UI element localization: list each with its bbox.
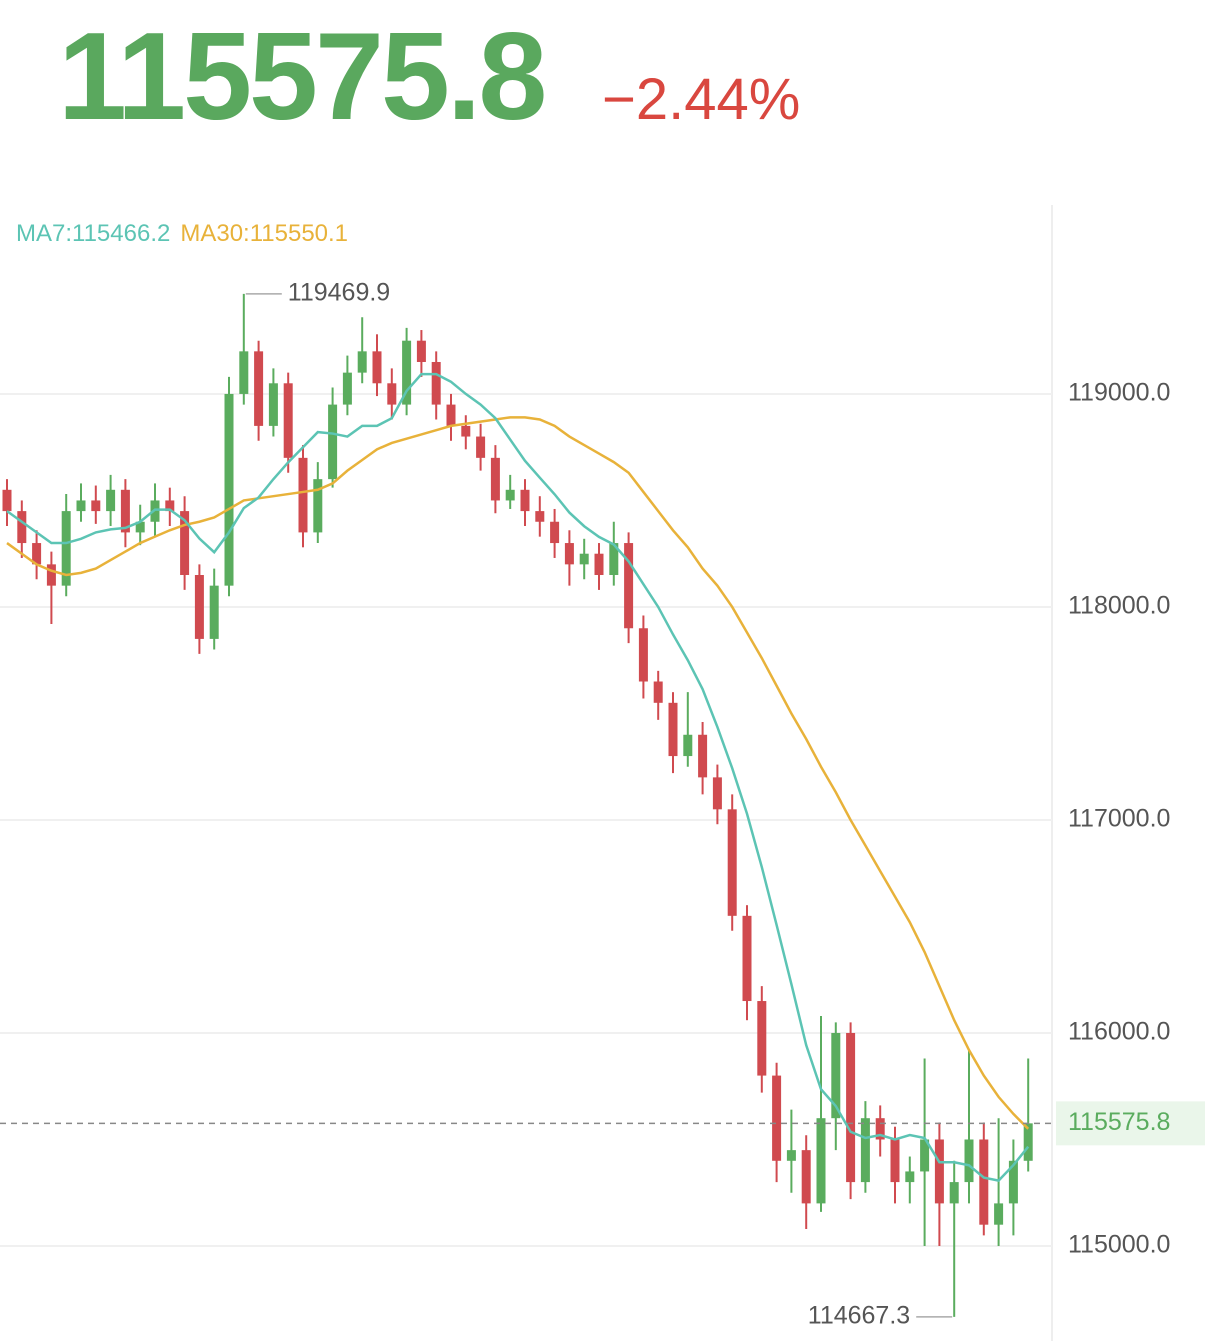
candle-body bbox=[402, 340, 412, 405]
candle-body bbox=[313, 479, 323, 533]
current-price-label: 115575.8 bbox=[1068, 1108, 1170, 1136]
candle-body bbox=[594, 553, 604, 576]
candle-body bbox=[653, 681, 663, 703]
candle-body bbox=[490, 457, 500, 501]
candle-body bbox=[801, 1150, 811, 1204]
candle-body bbox=[535, 511, 545, 522]
y-tick-label: 116000.0 bbox=[1068, 1018, 1170, 1046]
candle-body bbox=[431, 361, 441, 405]
candle-body bbox=[165, 500, 175, 512]
candle-body bbox=[698, 734, 708, 778]
candle-body bbox=[727, 809, 737, 916]
candle-body bbox=[180, 511, 190, 576]
last-price: 115575.8 bbox=[58, 8, 547, 146]
candle-body bbox=[757, 1001, 767, 1076]
candle-body bbox=[668, 702, 678, 757]
candle-body bbox=[964, 1139, 974, 1183]
ma30-line bbox=[6, 416, 1030, 1130]
candle-body bbox=[979, 1139, 989, 1225]
y-tick-label: 115000.0 bbox=[1068, 1231, 1170, 1259]
candle-body bbox=[17, 511, 27, 544]
candle-body bbox=[505, 489, 515, 501]
y-tick-label: 118000.0 bbox=[1068, 592, 1170, 620]
candle-body bbox=[550, 521, 560, 544]
candle-body bbox=[209, 585, 219, 639]
candle-body bbox=[520, 489, 530, 512]
candle-body bbox=[1023, 1123, 1033, 1161]
price-change: −2.44% bbox=[602, 67, 801, 132]
candle-body bbox=[461, 425, 471, 437]
candle-body bbox=[298, 457, 308, 533]
candle-body bbox=[372, 351, 382, 384]
candle-body bbox=[342, 372, 352, 405]
candle-body bbox=[742, 915, 752, 1002]
y-tick-label: 119000.0 bbox=[1068, 379, 1170, 407]
candle-body bbox=[268, 383, 278, 426]
legend: MA7:115466.2 MA30:115550.1 bbox=[16, 220, 358, 248]
candle-body bbox=[1008, 1160, 1018, 1204]
candle-body bbox=[609, 543, 619, 576]
candle-body bbox=[920, 1139, 930, 1172]
candle-body bbox=[120, 489, 130, 533]
ma7-legend: MA7:115466.2 bbox=[16, 220, 171, 247]
candle-body bbox=[328, 404, 338, 480]
annotation-label: 114667.3 bbox=[808, 1301, 910, 1329]
candle-body bbox=[772, 1075, 782, 1161]
candle-body bbox=[76, 500, 86, 512]
candle-body bbox=[446, 404, 456, 426]
candle-body bbox=[46, 564, 56, 586]
candle-body bbox=[624, 543, 634, 629]
candle-body bbox=[875, 1118, 885, 1140]
candle-body bbox=[579, 553, 589, 565]
ma30-legend: MA30:115550.1 bbox=[180, 220, 349, 247]
candle-body bbox=[387, 383, 397, 405]
candle-body bbox=[890, 1139, 900, 1183]
candle-body bbox=[816, 1118, 826, 1204]
candle-body bbox=[224, 393, 234, 586]
candle-body bbox=[357, 351, 367, 373]
candle-body bbox=[476, 436, 486, 458]
candle-body bbox=[934, 1139, 944, 1204]
current-price-tag bbox=[1056, 1101, 1205, 1146]
candle-body bbox=[416, 340, 426, 362]
candle-body bbox=[135, 521, 145, 533]
candle-body bbox=[683, 734, 693, 757]
candle-body bbox=[2, 489, 12, 512]
candle-body bbox=[905, 1171, 915, 1183]
candle-body bbox=[564, 543, 574, 565]
candle-body bbox=[239, 351, 249, 394]
candle-body bbox=[61, 511, 71, 586]
candle-body bbox=[638, 628, 648, 682]
ma7-line bbox=[6, 372, 1030, 1182]
candle-body bbox=[860, 1118, 870, 1183]
candle-body bbox=[786, 1150, 796, 1161]
candle-body bbox=[32, 543, 42, 565]
candle-body bbox=[994, 1203, 1004, 1225]
candle-body bbox=[91, 500, 101, 512]
candle-body bbox=[254, 351, 264, 426]
candle-body bbox=[106, 489, 116, 512]
candle-body bbox=[831, 1032, 841, 1119]
candle-body bbox=[712, 777, 722, 810]
candle-body bbox=[194, 575, 204, 639]
candle-body bbox=[283, 383, 293, 458]
annotation-label: 119469.9 bbox=[288, 278, 390, 306]
y-tick-label: 117000.0 bbox=[1068, 805, 1170, 833]
candle-body bbox=[846, 1032, 856, 1183]
candle-body bbox=[949, 1182, 959, 1204]
